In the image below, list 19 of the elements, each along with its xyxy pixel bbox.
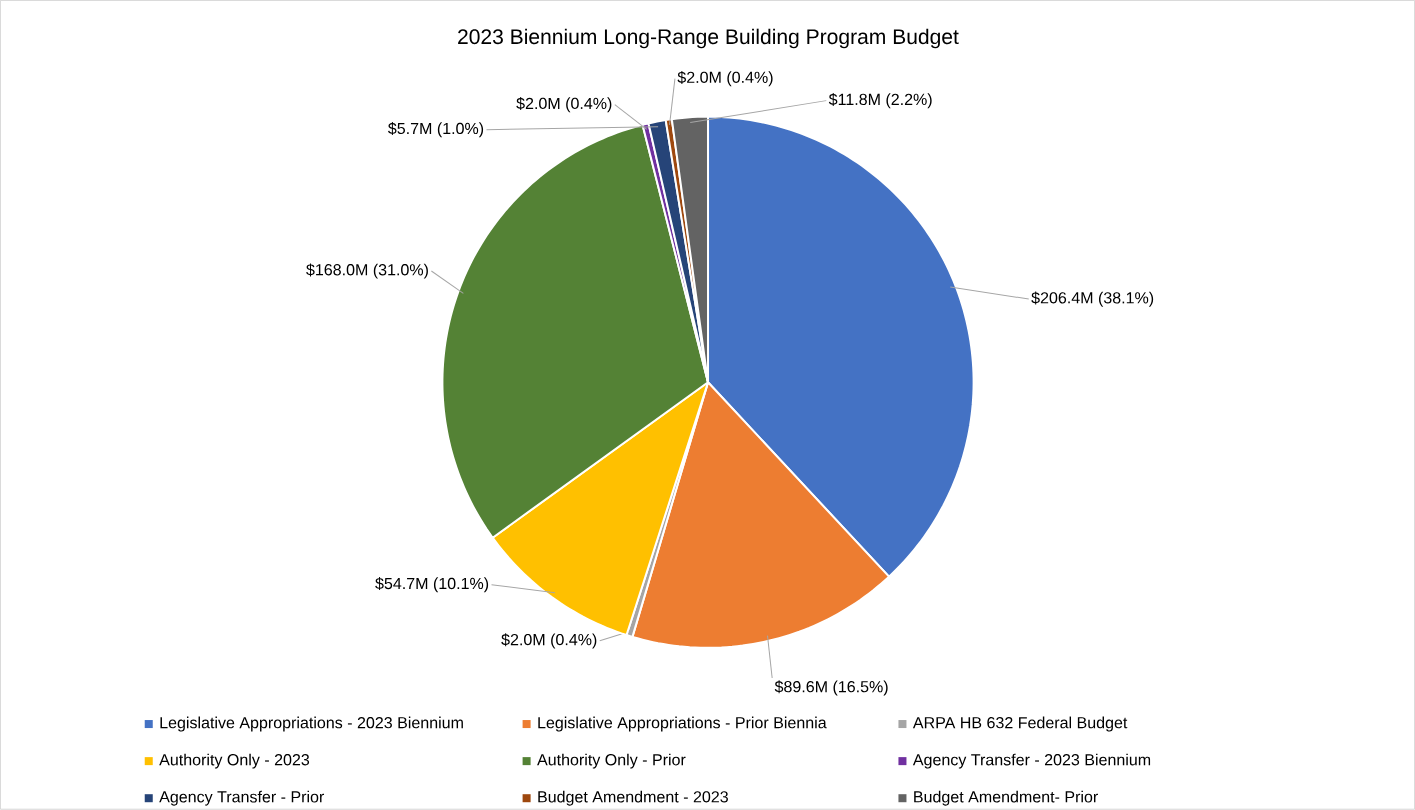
legend-label: Agency Transfer - Prior (159, 790, 325, 806)
data-label: $168.0M (31.0%) (306, 263, 428, 279)
legend-label: Authority Only - Prior (537, 753, 686, 769)
data-label: $5.7M (1.0%) (388, 122, 484, 138)
legend-label: Agency Transfer - 2023 Biennium (912, 753, 1151, 769)
data-label: $11.8M (2.2%) (828, 93, 932, 109)
data-label: $2.0M (0.4%) (516, 97, 612, 113)
legend-label: Budget Amendment- Prior (914, 790, 1098, 806)
chart-title: 2023 Biennium Long-Range Building Program Budget (458, 28, 959, 49)
data-label: $2.0M (0.4%) (677, 71, 773, 87)
data-label: $206.4M (38.1%) (1031, 291, 1154, 307)
legend-label: Authority Only - 2023 (159, 753, 310, 769)
data-label: $54.7M (10.1%) (375, 577, 489, 593)
legend-label: ARPA HB 632 Federal Budget (912, 716, 1128, 732)
data-label: $89.6M (16.5%) (774, 680, 888, 696)
legend-label: Legislative Appropriations - 2023 Biennium (160, 716, 463, 732)
data-label: $2.0M (0.4%) (501, 633, 597, 649)
legend-label: Budget Amendment - 2023 (538, 790, 728, 806)
legend-label: Legislative Appropriations - Prior Biennia (538, 716, 827, 732)
